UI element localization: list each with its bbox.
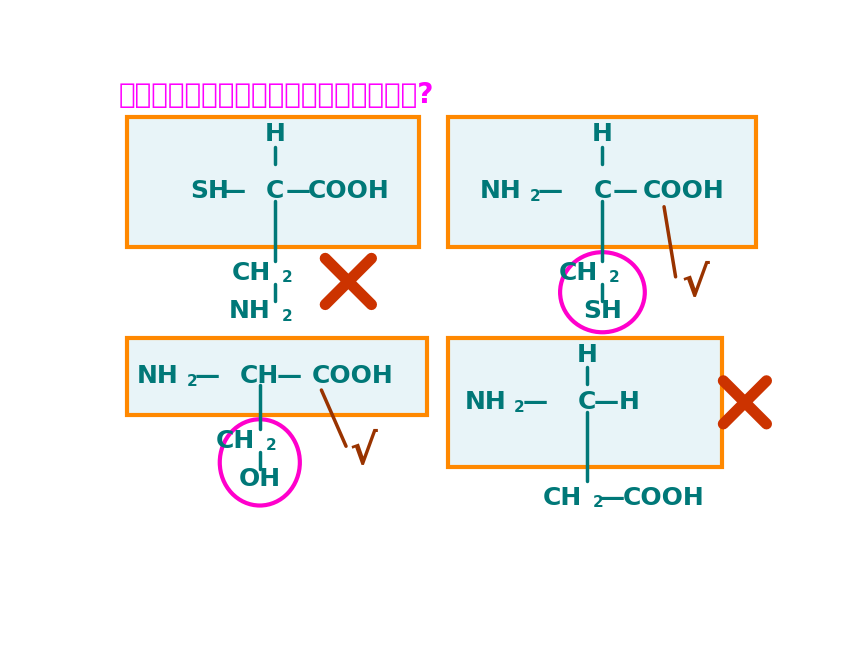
FancyBboxPatch shape [126,117,419,247]
Text: —: — [522,390,547,414]
Text: C: C [593,179,611,203]
Text: CH: CH [216,429,255,453]
Text: 2: 2 [609,270,619,285]
Text: —: — [593,390,619,414]
Text: —: — [286,179,310,203]
Text: 2: 2 [593,495,604,510]
Text: OH: OH [239,468,281,491]
Text: CH: CH [240,364,280,388]
Text: —: — [277,364,302,388]
Text: H: H [592,123,613,146]
Text: NH: NH [229,299,271,324]
Text: CH: CH [544,486,582,510]
Text: 2: 2 [281,270,292,285]
Text: NH: NH [464,390,507,414]
Text: —: — [538,179,562,203]
Text: CH: CH [231,261,271,285]
Text: 2: 2 [187,374,198,389]
Text: SH: SH [583,299,622,324]
Text: √: √ [681,264,709,306]
Text: SH: SH [190,179,229,203]
Text: COOH: COOH [624,486,705,510]
Text: 2: 2 [529,189,540,204]
FancyBboxPatch shape [448,117,757,247]
FancyBboxPatch shape [126,338,427,415]
Text: —: — [220,179,245,203]
Text: COOH: COOH [308,179,390,203]
Text: COOH: COOH [642,179,724,203]
Text: 练一练：以下哪些是组成蛋白质的氨基酸?: 练一练：以下哪些是组成蛋白质的氨基酸? [119,81,434,109]
Text: NH: NH [480,179,522,203]
FancyBboxPatch shape [448,338,722,467]
Text: 2: 2 [266,438,277,453]
Text: H: H [265,123,286,146]
Text: 2: 2 [514,401,525,415]
Text: COOH: COOH [311,364,393,388]
Text: CH: CH [559,261,598,285]
Text: C: C [578,390,596,414]
Text: H: H [576,342,598,366]
Text: √: √ [350,432,378,473]
Text: NH: NH [138,364,179,388]
Text: C: C [266,179,285,203]
Text: —: — [613,179,638,203]
Text: H: H [619,390,640,414]
Text: —: — [195,364,220,388]
Text: —: — [599,486,624,510]
Text: 2: 2 [281,308,292,324]
